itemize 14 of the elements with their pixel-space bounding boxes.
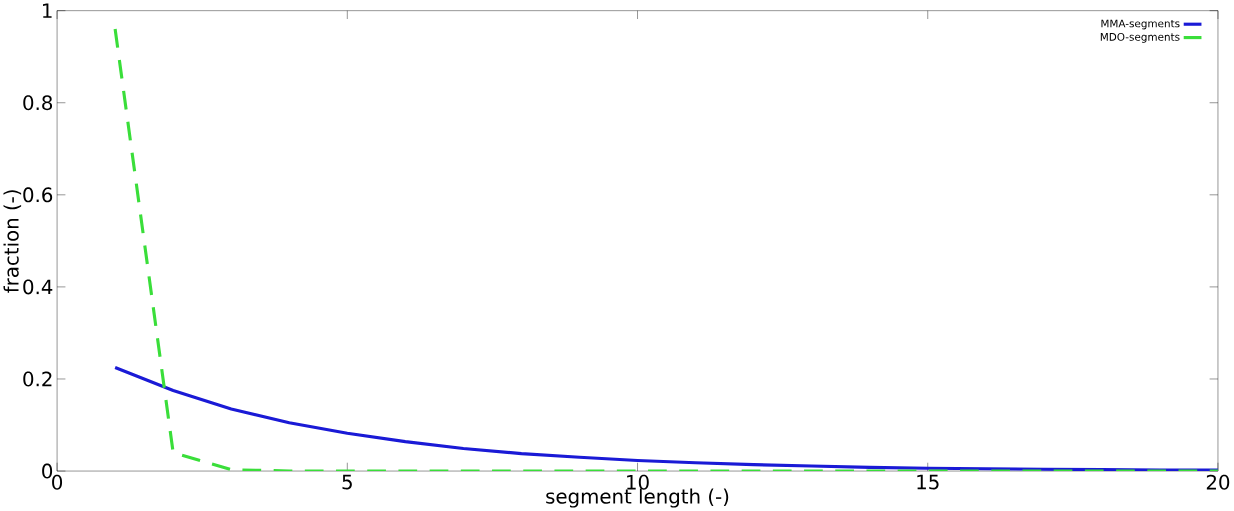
legend-label: MMA-segments xyxy=(1101,19,1180,30)
y-tick-label: 0.8 xyxy=(23,95,53,111)
y-axis-title: fraction (-) xyxy=(3,190,22,293)
x-tick-label: 5 xyxy=(342,474,352,490)
x-tick-label: 10 xyxy=(627,474,649,490)
x-tick-label: 0 xyxy=(52,474,63,490)
y-tick-label: 0.6 xyxy=(23,187,53,203)
x-tick-label: 15 xyxy=(917,474,939,490)
legend-label: MDO-segments xyxy=(1100,32,1180,43)
y-tick-label: 0.4 xyxy=(23,279,53,295)
y-tick-label: 1 xyxy=(43,3,52,18)
x-tick-label: 20 xyxy=(1206,474,1230,490)
y-tick-label: 0 xyxy=(42,463,53,479)
y-tick-label: 0.2 xyxy=(23,371,52,387)
